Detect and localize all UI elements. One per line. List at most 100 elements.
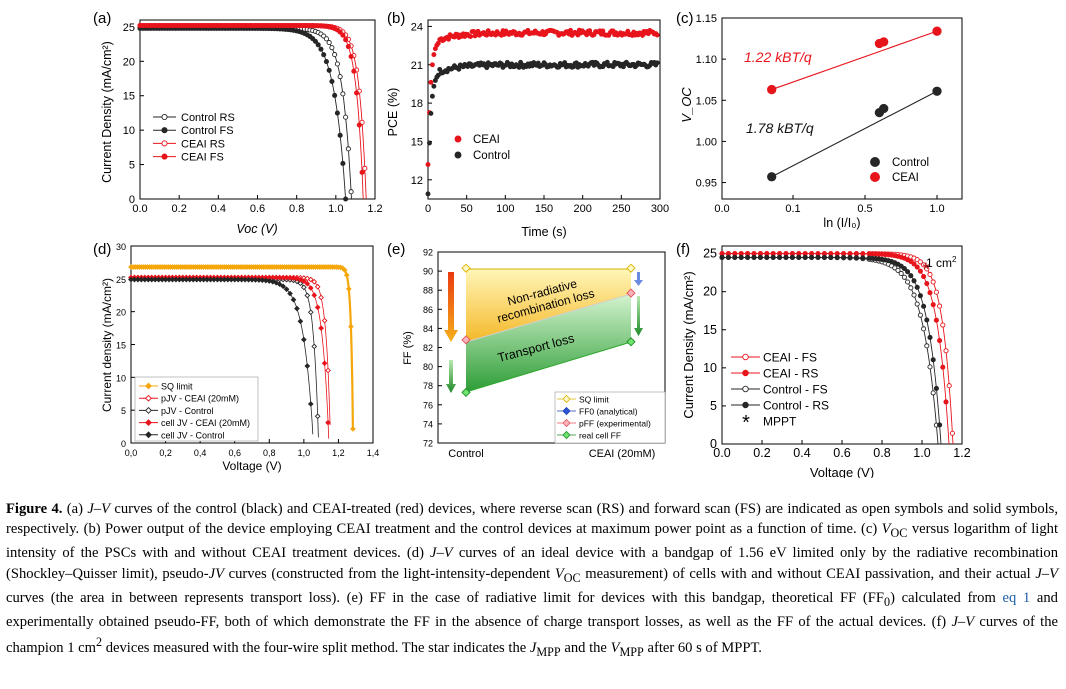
data-point bbox=[943, 348, 949, 354]
caption-italic: JV bbox=[208, 565, 224, 582]
y-tick-label: 20 bbox=[123, 56, 135, 68]
data-point bbox=[468, 34, 474, 40]
x-tick-label: 150 bbox=[535, 203, 553, 215]
legend-marker bbox=[161, 113, 168, 121]
data-point bbox=[343, 114, 349, 120]
y-tick-label: 20 bbox=[703, 285, 717, 299]
y-tick-label: 72 bbox=[423, 439, 433, 449]
data-point bbox=[429, 93, 435, 99]
x-tick-label: 1.2 bbox=[367, 203, 382, 215]
legend-marker bbox=[562, 394, 571, 404]
data-point bbox=[911, 278, 917, 284]
caption-italic: V bbox=[881, 521, 891, 538]
data-point bbox=[425, 162, 431, 167]
legend-marker bbox=[145, 382, 152, 390]
data-point bbox=[329, 78, 335, 84]
figure-caption: Figure 4. (a) J–V curves of the control … bbox=[6, 499, 1058, 662]
y-tick-label: 5 bbox=[129, 160, 135, 172]
data-point bbox=[325, 419, 331, 426]
data-point bbox=[937, 422, 943, 428]
data-point bbox=[301, 278, 307, 285]
data-point bbox=[917, 293, 923, 299]
data-point bbox=[930, 390, 936, 396]
data-point bbox=[311, 278, 318, 285]
data-point bbox=[446, 36, 452, 42]
legend-label: CEAI - RS bbox=[763, 367, 818, 381]
data-point bbox=[431, 52, 437, 58]
caption-text: curves of the champion 1 cm bbox=[6, 613, 1058, 656]
eq-1-link[interactable]: eq 1 bbox=[1002, 589, 1031, 606]
data-point bbox=[283, 274, 290, 281]
caption-text: curves of the control (black) and CEAI-t… bbox=[6, 501, 1059, 538]
y-tick-label: 0 bbox=[710, 437, 717, 451]
data-point bbox=[751, 254, 757, 260]
series-line bbox=[722, 253, 954, 445]
data-point bbox=[359, 169, 365, 175]
data-point bbox=[428, 110, 434, 116]
panel-f-ylabel: Current Density (mA/cm²) bbox=[681, 271, 696, 418]
data-point bbox=[828, 254, 834, 261]
data-point bbox=[809, 254, 815, 260]
y-tick-label: 15 bbox=[116, 341, 126, 351]
data-point bbox=[249, 276, 255, 283]
data-point bbox=[626, 263, 636, 273]
caption-superscript: 2 bbox=[95, 634, 103, 649]
legend-marker bbox=[145, 419, 152, 427]
caption-subscript: OC bbox=[563, 570, 581, 585]
y-tick-label: 5 bbox=[121, 406, 126, 416]
x-tick-label: 0.1 bbox=[785, 203, 800, 215]
x-tick-label: 0.4 bbox=[211, 203, 226, 215]
series-line bbox=[722, 256, 939, 445]
y-tick-label: 0.95 bbox=[696, 178, 717, 190]
data-point bbox=[879, 103, 889, 114]
data-point bbox=[318, 46, 324, 52]
x-tick-label: 0,6 bbox=[228, 448, 241, 458]
data-point bbox=[314, 283, 321, 290]
data-point bbox=[853, 255, 859, 261]
panel-f: 0.0 0.2 0.4 0.6 0.8 1.0 1.2 0 5 10 15 20 25 * CEAI -… bbox=[681, 245, 971, 478]
panel-a-ylabel: Current Density (mA/cm²) bbox=[100, 41, 114, 183]
x-tick-label: 0.5 bbox=[857, 203, 872, 215]
legend-label: CEAI bbox=[473, 134, 500, 146]
data-point bbox=[311, 343, 318, 350]
x-tick-label: 1,0 bbox=[298, 448, 311, 458]
data-point bbox=[927, 271, 933, 278]
data-point bbox=[834, 254, 840, 261]
data-point bbox=[914, 284, 920, 290]
legend-label: SQ limit bbox=[579, 395, 609, 405]
caption-italic: V bbox=[610, 639, 620, 656]
caption-text: versus logarithm of light intensity of t… bbox=[6, 521, 1058, 562]
caption-italic: J–V bbox=[1035, 565, 1059, 582]
data-point bbox=[777, 254, 783, 260]
data-point bbox=[725, 254, 731, 260]
y-tick-label: 21 bbox=[411, 60, 423, 72]
data-point bbox=[802, 254, 808, 260]
series-line bbox=[140, 27, 352, 200]
x-tick-label: 0 bbox=[425, 203, 431, 215]
y-tick-label: 12 bbox=[411, 175, 423, 187]
caption-text: and the bbox=[560, 639, 611, 656]
data-point bbox=[325, 367, 331, 374]
y-tick-label: 30 bbox=[116, 242, 126, 252]
y-tick-label: 92 bbox=[423, 248, 433, 258]
data-point bbox=[905, 269, 911, 275]
y-tick-label: 25 bbox=[703, 247, 717, 261]
panel-b-xlabel: Time (s) bbox=[521, 225, 566, 239]
data-point bbox=[927, 290, 933, 296]
caption-subscript: MPP bbox=[619, 644, 644, 659]
data-point bbox=[307, 401, 314, 407]
data-point bbox=[932, 26, 942, 36]
legend-label: pFF (experimental) bbox=[579, 419, 651, 429]
data-point bbox=[287, 275, 293, 281]
y-tick-label: 78 bbox=[423, 381, 433, 391]
y-tick-label: 76 bbox=[423, 400, 433, 410]
legend-marker bbox=[145, 394, 152, 402]
data-point bbox=[334, 61, 340, 67]
panel-b: 0 50 100 150 200 250 300 12 15 18 21 24 CEAI Control… bbox=[386, 19, 669, 239]
data-point bbox=[326, 67, 332, 73]
data-point bbox=[892, 265, 898, 271]
data-point bbox=[283, 286, 290, 293]
x-tick-label: 0.6 bbox=[250, 203, 265, 215]
panel-e: 72 74 76 78 80 82 84 86 88 90 92 Control CEAI (20mM)… bbox=[402, 248, 666, 460]
data-point bbox=[343, 272, 350, 278]
